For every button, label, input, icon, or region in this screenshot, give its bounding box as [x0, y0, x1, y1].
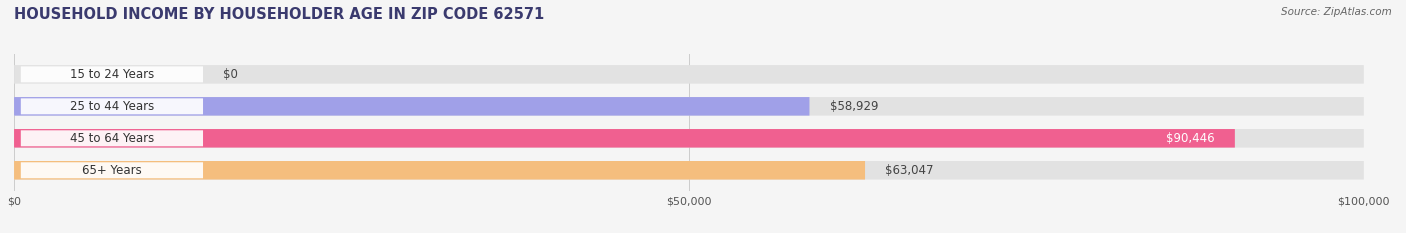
Text: $0: $0 — [224, 68, 238, 81]
FancyBboxPatch shape — [14, 97, 1364, 116]
Text: HOUSEHOLD INCOME BY HOUSEHOLDER AGE IN ZIP CODE 62571: HOUSEHOLD INCOME BY HOUSEHOLDER AGE IN Z… — [14, 7, 544, 22]
FancyBboxPatch shape — [21, 162, 202, 178]
Text: 45 to 64 Years: 45 to 64 Years — [70, 132, 155, 145]
Text: Source: ZipAtlas.com: Source: ZipAtlas.com — [1281, 7, 1392, 17]
FancyBboxPatch shape — [14, 129, 1234, 147]
Text: $90,446: $90,446 — [1166, 132, 1215, 145]
FancyBboxPatch shape — [21, 66, 202, 82]
Text: $58,929: $58,929 — [830, 100, 879, 113]
Text: 25 to 44 Years: 25 to 44 Years — [70, 100, 155, 113]
FancyBboxPatch shape — [14, 97, 810, 116]
FancyBboxPatch shape — [21, 130, 202, 146]
FancyBboxPatch shape — [14, 161, 865, 180]
FancyBboxPatch shape — [14, 65, 1364, 84]
Text: 15 to 24 Years: 15 to 24 Years — [70, 68, 155, 81]
FancyBboxPatch shape — [21, 98, 202, 114]
FancyBboxPatch shape — [14, 129, 1364, 147]
FancyBboxPatch shape — [14, 161, 1364, 180]
Text: 65+ Years: 65+ Years — [82, 164, 142, 177]
Text: $63,047: $63,047 — [886, 164, 934, 177]
